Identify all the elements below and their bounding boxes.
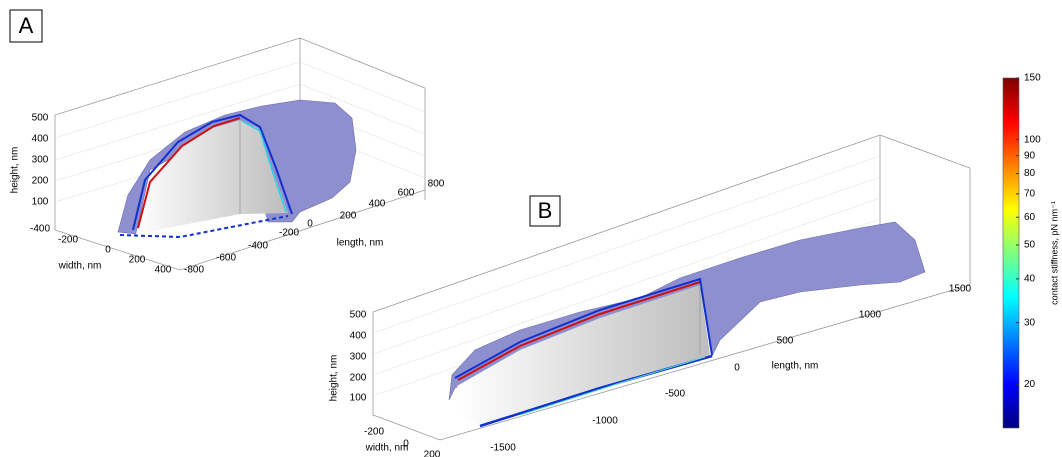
colorbar-tick-label: 50 (1024, 240, 1036, 251)
y-tick-label: -200 (279, 228, 299, 239)
y-tick-label: 1500 (949, 284, 972, 295)
colorbar-tick-label: 90 (1024, 150, 1036, 161)
colorbar-tick-label: 100 (1024, 134, 1041, 145)
y-tick-label: -400 (248, 241, 268, 252)
z-axis-label: height, nm (329, 355, 340, 402)
colorbar-tick-label: 60 (1024, 212, 1036, 223)
colorbar-tick-label: 80 (1024, 168, 1036, 179)
y-tick-label: -500 (665, 389, 685, 400)
y-tick-label: 0 (307, 219, 313, 230)
z-tick-label: 100 (32, 197, 49, 208)
colorbar-label: contact stiffness, pN nm⁻¹ (1049, 201, 1059, 305)
colorbar-tick-label: 30 (1024, 317, 1036, 328)
panel-label: A (19, 13, 34, 38)
x-tick-label: 0 (105, 245, 111, 256)
y-tick-label: -1500 (490, 443, 516, 454)
y-tick-label: -800 (184, 265, 204, 276)
colorbar (1003, 78, 1019, 428)
z-tick-label: 200 (32, 176, 49, 187)
z-tick-label: 100 (350, 393, 367, 404)
x-axis-label: width, nm (58, 261, 102, 272)
z-tick-label: 300 (32, 155, 49, 166)
y-axis-label: length, nm (337, 238, 384, 249)
z-tick-label: 400 (350, 331, 367, 342)
z-tick-label: 400 (32, 134, 49, 145)
x-tick-label: -200 (364, 427, 384, 438)
y-tick-label: 500 (777, 336, 794, 347)
y-tick-label: -1000 (592, 416, 618, 427)
z-tick-label: 500 (32, 113, 49, 124)
colorbar-tick-label: 20 (1024, 379, 1036, 390)
y-tick-label: 0 (734, 363, 740, 374)
x-tick-label: -400 (30, 224, 50, 235)
z-tick-label: 500 (350, 310, 367, 321)
x-axis-label: width, nm (365, 443, 409, 454)
figure: A B -400-2000200400-800-600-400-20002004… (0, 0, 1062, 457)
y-tick-label: -600 (216, 253, 236, 264)
x-tick-label: 200 (424, 450, 441, 457)
y-tick-label: 600 (398, 188, 415, 199)
y-tick-label: 400 (369, 199, 386, 210)
z-tick-label: 200 (350, 373, 367, 384)
y-tick-label: 200 (340, 211, 357, 222)
y-axis-label: length, nm (772, 361, 819, 372)
colorbar-tick-label: 70 (1024, 188, 1036, 199)
panel-label: B (538, 198, 553, 223)
y-tick-label: 1000 (859, 310, 882, 321)
z-axis-label: height, nm (10, 147, 21, 194)
z-tick-label: 300 (350, 352, 367, 363)
x-tick-label: -200 (58, 235, 78, 246)
y-tick-label: 800 (428, 179, 445, 190)
colorbar-tick-label: 150 (1024, 73, 1041, 84)
x-tick-label: 200 (129, 255, 146, 266)
x-tick-label: 400 (155, 265, 172, 276)
panel-a-axes (55, 38, 425, 270)
colorbar-tick-label: 40 (1024, 274, 1036, 285)
